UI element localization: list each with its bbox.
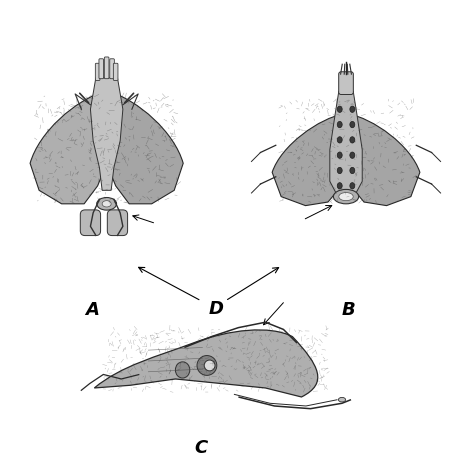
FancyBboxPatch shape [104, 57, 109, 79]
FancyBboxPatch shape [107, 210, 128, 236]
Ellipse shape [350, 152, 355, 158]
Ellipse shape [197, 356, 217, 375]
Ellipse shape [339, 192, 353, 201]
FancyBboxPatch shape [339, 72, 353, 94]
PathPatch shape [94, 330, 318, 397]
PathPatch shape [30, 91, 105, 204]
FancyBboxPatch shape [99, 59, 103, 79]
Ellipse shape [337, 182, 342, 189]
Ellipse shape [337, 152, 342, 158]
Ellipse shape [175, 362, 190, 378]
PathPatch shape [109, 91, 183, 204]
PathPatch shape [272, 114, 344, 206]
Ellipse shape [350, 182, 355, 189]
FancyBboxPatch shape [110, 59, 114, 79]
Ellipse shape [350, 106, 355, 112]
Ellipse shape [337, 137, 342, 143]
PathPatch shape [348, 114, 420, 206]
Ellipse shape [333, 190, 359, 204]
Ellipse shape [337, 167, 342, 173]
Text: C: C [195, 439, 208, 457]
FancyBboxPatch shape [80, 210, 100, 236]
Text: A: A [85, 301, 100, 319]
PathPatch shape [91, 78, 123, 190]
Ellipse shape [102, 201, 111, 207]
Ellipse shape [350, 121, 355, 128]
FancyBboxPatch shape [113, 64, 118, 81]
Ellipse shape [337, 106, 342, 112]
Ellipse shape [350, 167, 355, 173]
FancyBboxPatch shape [95, 64, 100, 81]
FancyArrowPatch shape [80, 93, 89, 103]
FancyArrowPatch shape [125, 93, 134, 103]
Ellipse shape [350, 137, 355, 143]
PathPatch shape [330, 91, 362, 195]
Ellipse shape [338, 397, 346, 402]
Ellipse shape [204, 360, 215, 371]
Ellipse shape [97, 198, 117, 210]
Ellipse shape [337, 121, 342, 128]
Text: D: D [208, 300, 223, 318]
Text: B: B [341, 301, 356, 319]
